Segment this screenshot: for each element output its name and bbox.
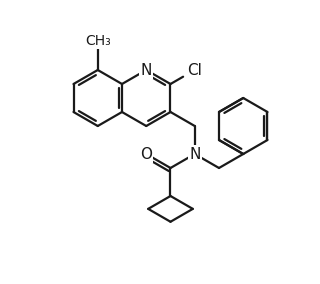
Text: CH₃: CH₃: [85, 34, 111, 48]
Text: O: O: [140, 147, 152, 162]
Text: N: N: [189, 147, 200, 162]
Text: Cl: Cl: [187, 62, 202, 78]
Text: N: N: [140, 62, 152, 78]
